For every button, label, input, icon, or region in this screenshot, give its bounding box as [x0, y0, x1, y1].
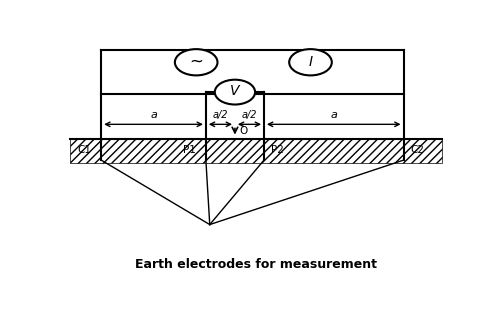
Text: a: a	[330, 110, 337, 120]
Text: a/2: a/2	[212, 110, 228, 120]
Text: a/2: a/2	[242, 110, 257, 120]
Text: C1: C1	[78, 144, 92, 155]
Circle shape	[175, 49, 218, 75]
Bar	[70, 139, 442, 162]
Circle shape	[215, 80, 255, 104]
Text: a: a	[150, 110, 157, 120]
Text: ~: ~	[189, 53, 203, 71]
Text: P1: P1	[184, 144, 196, 155]
Text: Earth electrodes for measurement: Earth electrodes for measurement	[135, 258, 378, 271]
Text: O: O	[240, 126, 248, 136]
Text: C2: C2	[410, 144, 424, 155]
Text: P2: P2	[271, 144, 284, 155]
Circle shape	[289, 49, 332, 75]
Text: I: I	[308, 55, 312, 69]
Text: V: V	[230, 84, 239, 98]
